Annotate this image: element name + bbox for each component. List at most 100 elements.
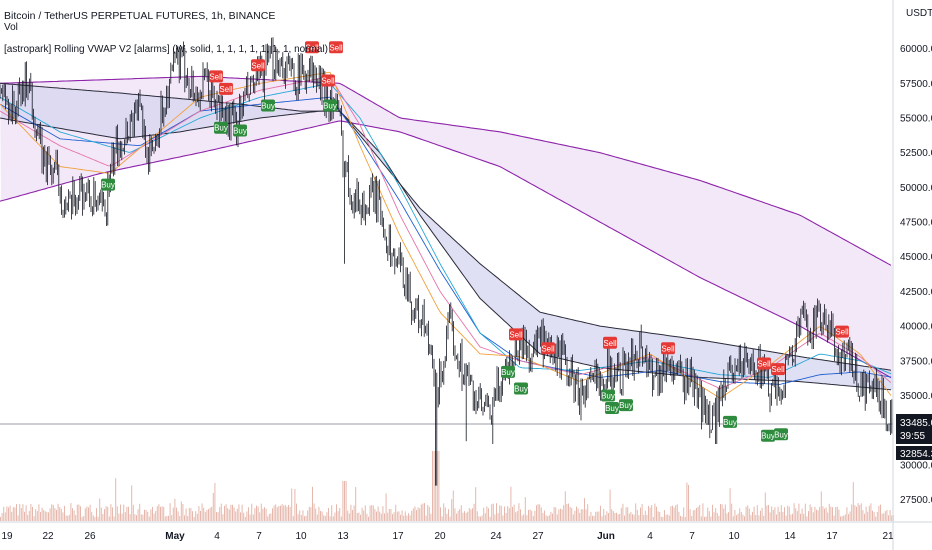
volume-bar (507, 506, 509, 521)
low-price-value: 32854.35 (900, 449, 932, 460)
volume-bar (846, 507, 848, 521)
volume-bar (360, 514, 361, 521)
volume-bar (192, 511, 193, 521)
volume-bar (16, 504, 17, 521)
volume-bar (857, 503, 859, 521)
volume-bar (361, 507, 363, 521)
volume-bar (168, 515, 169, 521)
time-tick-label: 17 (826, 531, 838, 542)
volume-bar (336, 504, 337, 521)
volume-bar (862, 510, 864, 521)
volume-bar (120, 504, 121, 521)
vwap-cyan-line (0, 82, 892, 378)
volume-bar (662, 517, 664, 521)
volume-bar (339, 508, 341, 521)
volume-bar (776, 514, 777, 521)
signal-text: Buy (761, 432, 775, 441)
signal-text: Buy (501, 368, 515, 377)
volume-bar (854, 505, 856, 521)
volume-bar (54, 508, 56, 521)
volume-bar (508, 508, 510, 521)
volume-bar (811, 507, 813, 521)
volume-bar (374, 509, 376, 521)
volume-bar (166, 515, 168, 521)
volume-bar (619, 513, 621, 521)
volume-legend[interactable]: Vol (4, 22, 18, 33)
volume-bar (25, 505, 27, 521)
last-price-value: 33485.00 (900, 418, 932, 429)
volume-bar (520, 509, 521, 521)
volume-bar (891, 515, 893, 521)
volume-bar (129, 514, 131, 521)
volume-bar (372, 505, 374, 521)
signal-text: Buy (233, 126, 247, 135)
volume-bar (737, 513, 739, 521)
indicator-legend[interactable]: [astropark] Rolling VWAP V2 [alarms] (W,… (4, 44, 329, 55)
signal-box (214, 121, 228, 134)
volume-bar (883, 513, 885, 521)
volume-bar (668, 515, 670, 521)
volume-bar (718, 515, 720, 521)
volume-bar (308, 506, 310, 521)
volume-bar (393, 512, 395, 521)
volume-bar (289, 506, 291, 521)
volume-bar (800, 513, 801, 521)
buy-signal: Buy (619, 399, 633, 412)
signal-box (761, 429, 775, 442)
volume-bar (523, 514, 525, 521)
volume-bar (782, 511, 784, 521)
volume-bar (24, 511, 25, 521)
volume-bar (481, 515, 483, 521)
volume-bar (107, 507, 109, 521)
candlesticks (0, 37, 893, 486)
volume-bar (654, 503, 656, 521)
sell-signal: Sell (329, 41, 343, 54)
volume-bar (344, 481, 345, 521)
volume-bar (798, 503, 800, 521)
volume-bar (316, 514, 318, 521)
volume-bar (777, 506, 779, 521)
volume-bar (115, 478, 117, 521)
volume-bar (726, 513, 728, 521)
time-axis[interactable]: 19 22 26 May 4 7 10 13 17 20 24 27 Jun 4 7 10 14 17 21 (1, 531, 894, 542)
volume-bar (126, 506, 128, 521)
volume-bar (220, 503, 222, 521)
volume-bar (424, 503, 425, 521)
volume-bar (865, 506, 867, 521)
volume-bar (128, 506, 129, 521)
volume-bar (256, 505, 257, 521)
volume-bar (342, 481, 344, 521)
signal-box (601, 389, 615, 402)
volume-bar (177, 511, 179, 521)
buy-signal: Buy (261, 99, 275, 112)
signal-text: Sell (757, 360, 771, 369)
volume-bar (643, 514, 645, 521)
volume-bar (872, 510, 873, 521)
volume-bar (227, 508, 229, 521)
volume-bar (67, 515, 69, 521)
volume-bar (204, 512, 206, 521)
volume-bar (660, 516, 662, 521)
volume-bar (580, 509, 582, 521)
volume-bar (32, 506, 33, 521)
price-axis[interactable]: 27500.0030000.0032500.0035000.0037500.00… (900, 44, 932, 506)
volume-bar (182, 504, 184, 521)
volume-bar (630, 511, 632, 521)
volume-bar (585, 509, 587, 521)
volume-bar (132, 504, 134, 521)
volume-bar (563, 505, 565, 521)
buy-signal: Buy (761, 429, 775, 442)
volume-bar (379, 511, 381, 521)
chart-title[interactable]: Bitcoin / TetherUS PERPETUAL FUTURES, 1h… (4, 10, 276, 22)
volume-bar (332, 516, 334, 521)
volume-bar (305, 515, 307, 521)
volume-bar (310, 507, 312, 521)
volume-bar (838, 509, 840, 521)
volume-bar (558, 509, 560, 521)
volume-bar (323, 515, 325, 521)
signal-text: Buy (619, 401, 633, 410)
signal-box (723, 415, 737, 428)
volume-bar (470, 509, 472, 521)
volume-bar (665, 514, 667, 521)
